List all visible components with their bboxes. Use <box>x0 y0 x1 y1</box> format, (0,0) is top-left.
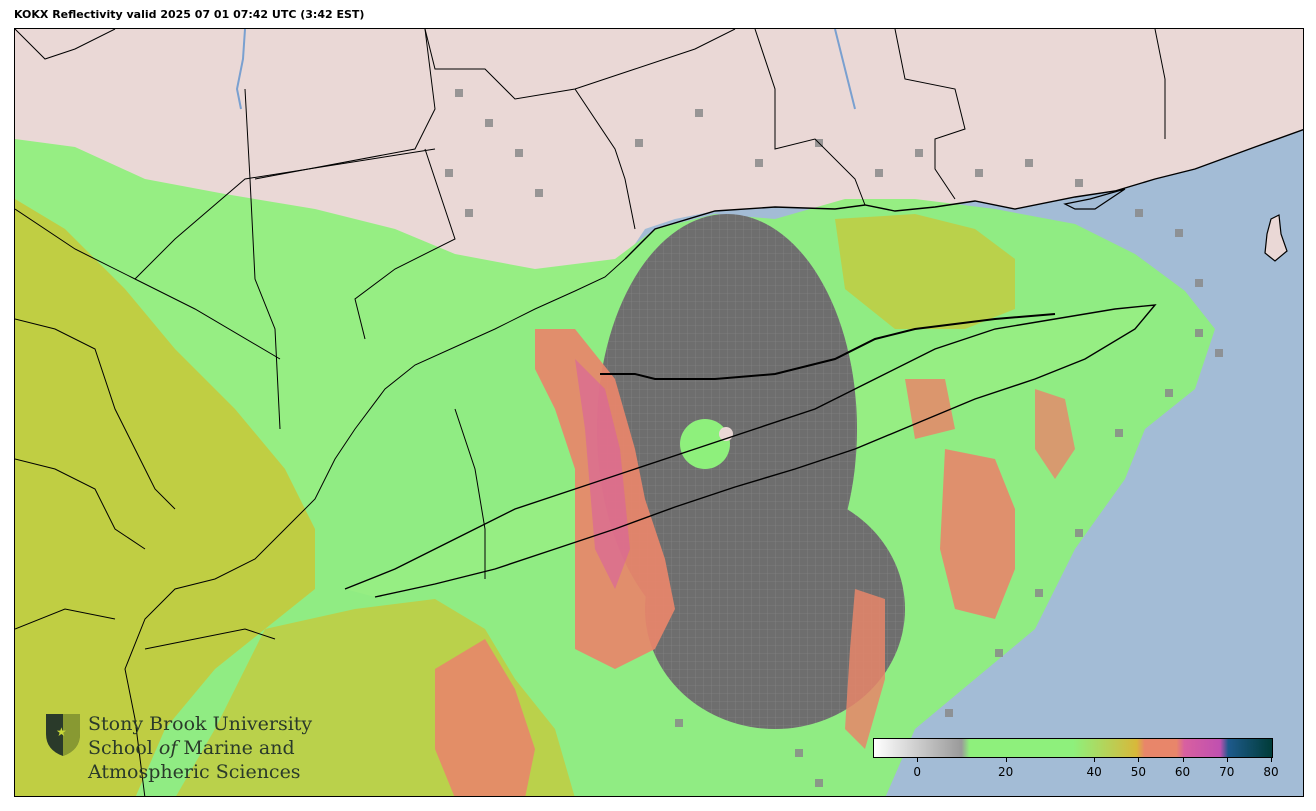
logo-line-1: Stony Brook University <box>88 713 313 735</box>
colorbar-tick-label: 50 <box>1130 765 1146 779</box>
colorbar-tick <box>1226 758 1228 762</box>
colorbar-tick <box>1005 758 1007 762</box>
rivers <box>235 29 856 110</box>
colorbar-gradient <box>874 739 1272 757</box>
colorbar-tick-label: 70 <box>1219 765 1235 779</box>
coastlines <box>124 128 1303 796</box>
colorbar-tick <box>1271 758 1272 762</box>
state-county-borders <box>15 29 1166 650</box>
map-title: KOKX Reflectivity valid 2025 07 01 07:42… <box>14 8 365 21</box>
precip-heavy-south <box>435 639 535 796</box>
precip-moderate-west <box>15 199 315 796</box>
colorbar-tick-label: 0 <box>913 765 922 779</box>
precip-heavy-se <box>845 589 885 749</box>
colorbar-ticks: 0 20 40 50 60 70 80 <box>873 758 1279 784</box>
precip-heavy-east2 <box>905 379 955 439</box>
precip-moderate-ne <box>835 214 1015 329</box>
sbu-somas-logo: ★ Stony Brook University School of Marin… <box>44 712 314 792</box>
colorbar-tick-label: 40 <box>1086 765 1102 779</box>
logo-line-2: School of Marine and <box>88 737 295 759</box>
colorbar-tick <box>1138 758 1140 762</box>
colorbar-tick <box>1094 758 1096 762</box>
radar-map-canvas <box>15 29 1303 796</box>
reflectivity-colorbar <box>873 738 1273 758</box>
colorbar-tick-label: 20 <box>998 765 1014 779</box>
colorbar-tick <box>917 758 919 762</box>
block-island <box>1264 214 1288 262</box>
radar-clutter <box>597 214 905 729</box>
colorbar-tick <box>1182 758 1184 762</box>
precip-intense-band <box>575 359 630 589</box>
logo-line-3: Atmospheric Sciences <box>88 761 301 783</box>
precip-heavy-far-east <box>1035 389 1075 479</box>
svg-text:★: ★ <box>56 725 67 739</box>
precip-heavy-east <box>940 449 1015 619</box>
radar-map[interactable] <box>14 28 1304 797</box>
colorbar-tick-label: 80 <box>1263 765 1279 779</box>
logo-text: Stony Brook University School of Marine … <box>88 712 312 784</box>
shield-logo-icon: ★ <box>46 714 80 756</box>
colorbar-tick-label: 60 <box>1174 765 1191 779</box>
